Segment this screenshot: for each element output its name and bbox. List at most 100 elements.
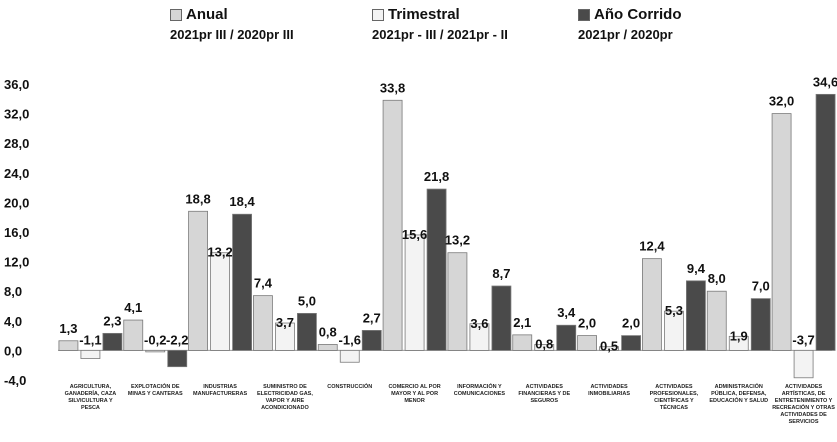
legend-swatch-trimestral: [372, 8, 384, 21]
category-label: COMERCIO AL POR MAYOR Y AL POR MENOR: [388, 384, 440, 404]
data-label-corrido: 2,3: [103, 313, 121, 328]
y-tick-label: 36,0: [4, 77, 29, 92]
bar-corrido: [102, 332, 123, 351]
data-label-trimestral: -1,1: [79, 332, 101, 347]
data-label-corrido: 2,0: [622, 316, 640, 331]
bar-trimestral: [275, 322, 295, 351]
category-label: ACTIVIDADES ARTÍSTICAS, DE ENTRETENIMIENTO…: [772, 384, 835, 425]
y-tick-label: 20,0: [4, 195, 29, 210]
data-label-trimestral: 13,2: [207, 245, 232, 260]
legend-label-corrido: Año Corrido: [594, 6, 682, 23]
data-label-trimestral: -0,2: [144, 332, 166, 347]
category-label: INDUSTRIAS MANUFACTURERAS: [193, 384, 247, 397]
data-label-corrido: 3,4: [557, 305, 576, 320]
bar-corrido: [815, 93, 836, 351]
data-label-corrido: 7,0: [752, 279, 770, 294]
data-label-trimestral: 0,8: [535, 336, 553, 351]
bar-corrido: [361, 330, 382, 351]
bar-anual: [123, 319, 144, 351]
data-label-anual: 13,2: [445, 233, 470, 248]
data-label-anual: 1,3: [59, 321, 77, 336]
legend-period-anual: 2021pr III / 2020pr III: [170, 27, 294, 42]
legend-label-trimestral: Trimestral: [388, 6, 460, 23]
bar-corrido: [686, 280, 706, 351]
data-label-corrido: 5,0: [298, 293, 316, 308]
data-label-anual: 12,4: [639, 239, 665, 254]
data-label-corrido: 18,4: [229, 194, 255, 209]
legend-swatch-corrido: [578, 8, 590, 21]
bar-trimestral: [664, 310, 684, 351]
legend-anual: Anual 2021pr III / 2020pr III: [170, 6, 294, 50]
data-label-anual: 7,4: [254, 276, 273, 291]
bar-corrido: [750, 298, 771, 351]
data-label-trimestral: 15,6: [402, 227, 427, 242]
data-label-anual: 0,8: [319, 324, 337, 339]
bar-trimestral: [469, 323, 490, 351]
bar-trimestral: [80, 349, 101, 359]
y-tick-label: 28,0: [4, 136, 29, 151]
data-label-trimestral: 5,3: [665, 303, 683, 318]
data-label-anual: 8,0: [708, 271, 726, 286]
legend-trimestral: Trimestral 2021pr - III / 2021pr - II: [372, 6, 508, 50]
legend-swatch-anual: [170, 8, 182, 21]
legend-period-trimestral: 2021pr - III / 2021pr - II: [372, 27, 508, 42]
bar-anual: [317, 344, 338, 351]
bar-corrido: [556, 324, 577, 351]
category-label: ACTIVIDADES INMOBILIARIAS: [588, 384, 630, 397]
bar-corrido: [491, 285, 512, 351]
data-label-corrido: 21,8: [424, 169, 449, 184]
y-tick-label: 16,0: [4, 225, 29, 240]
data-label-anual: 32,0: [769, 94, 794, 109]
data-label-trimestral: 0,5: [600, 339, 618, 354]
category-label: INFORMACIÓN Y COMUNICACIONES: [454, 382, 506, 397]
legend-corrido: Año Corrido 2021pr / 2020pr: [578, 6, 682, 50]
bar-anual: [577, 335, 597, 351]
category-label: ADMINISTRACIÓN PÚBLICA, DEFENSA, EDUCACIÓN…: [709, 382, 768, 404]
bar-anual: [58, 340, 79, 351]
bar-trimestral: [339, 349, 360, 363]
bar-anual: [447, 252, 468, 351]
bar-trimestral: [145, 349, 166, 353]
bar-anual: [642, 258, 662, 351]
data-label-corrido: -2,2: [166, 332, 188, 347]
bar-anual: [188, 210, 208, 351]
bar-anual: [382, 99, 403, 351]
bar-trimestral: [793, 349, 814, 379]
bar-corrido: [426, 188, 447, 351]
data-label-corrido: 8,7: [492, 266, 510, 281]
y-tick-label: 12,0: [4, 255, 29, 270]
bar-trimestral: [599, 346, 619, 351]
bar-trimestral: [404, 234, 425, 351]
data-label-anual: 33,8: [380, 80, 405, 95]
data-label-anual: 2,1: [513, 315, 531, 330]
data-label-anual: 2,0: [578, 316, 596, 331]
y-tick-label: 32,0: [4, 107, 29, 122]
category-label: SUMINISTRO DE ELECTRICIDAD GAS, VAPOR Y AI…: [257, 384, 313, 411]
y-tick-label: 4,0: [4, 314, 22, 329]
bar-trimestral: [534, 344, 555, 351]
data-label-corrido: 2,7: [363, 310, 381, 325]
bar-corrido: [621, 335, 641, 351]
data-label-anual: 4,1: [124, 300, 142, 315]
y-tick-label: 0,0: [4, 343, 22, 358]
data-label-corrido: 34,6: [813, 74, 837, 89]
y-tick-label: -4,0: [4, 373, 26, 388]
bar-anual: [706, 290, 727, 351]
bar-anual: [512, 334, 533, 351]
data-label-trimestral: 3,6: [470, 316, 488, 331]
y-tick-label: 8,0: [4, 284, 22, 299]
category-label: EXPLOTACIÓN DE MINAS Y CANTERAS: [128, 382, 183, 397]
bar-corrido: [297, 312, 317, 351]
bar-anual: [253, 295, 273, 351]
legend-label-anual: Anual: [186, 6, 228, 23]
category-label: CONSTRUCCIÓN: [327, 382, 372, 390]
data-label-trimestral: -1,6: [339, 332, 361, 347]
bar-trimestral: [210, 252, 230, 351]
y-tick-label: 24,0: [4, 166, 29, 181]
data-label-trimestral: 3,7: [276, 315, 294, 330]
bar-corrido: [167, 349, 188, 368]
data-label-trimestral: 1,9: [730, 328, 748, 343]
category-label: ACTIVIDADES PROFESIONALES, CIENTÍFICAS Y TÉ…: [650, 384, 699, 411]
bar-corrido: [232, 213, 252, 351]
